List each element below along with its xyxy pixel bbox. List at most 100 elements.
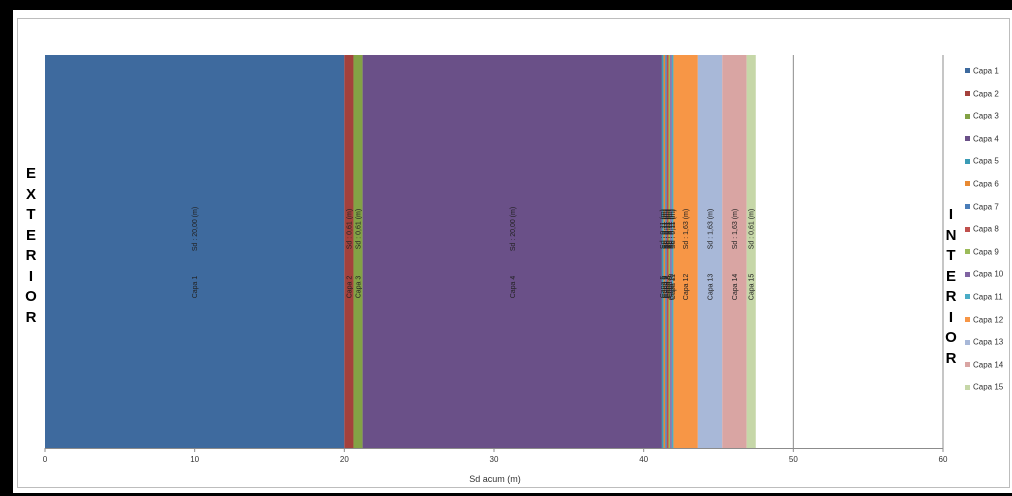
interior-letter: R (945, 288, 957, 305)
legend-swatch (965, 249, 970, 255)
legend-swatch (965, 181, 970, 187)
bar-sd-label: Sd : 0,11 (m) (667, 209, 674, 249)
bar-sd-label: Sd : 1,63 (m) (683, 209, 690, 249)
legend-label: Capa 7 (973, 201, 999, 211)
x-axis: 0 10 20 30 40 50 60 (43, 448, 948, 464)
legend-item: Capa 14 (965, 360, 1003, 372)
interior-letter: I (948, 308, 954, 326)
exterior-letter: T (26, 206, 36, 223)
bar-name-label: Capa 9 (667, 276, 674, 299)
bar-6 (663, 55, 666, 448)
legend-item: Capa 6 (965, 179, 999, 191)
legend-swatch (965, 294, 970, 300)
legend-label: Capa 4 (973, 134, 999, 144)
legend-swatch (965, 158, 970, 164)
x-tick-label: 60 (939, 455, 948, 464)
bar-name-label: Capa 6 (662, 276, 669, 299)
legend-label: Capa 10 (973, 269, 1004, 279)
bar-sd-label: Sd : 20,00 (m) (510, 207, 517, 251)
bar-name-label: Capa 13 (708, 274, 715, 301)
bar-name-label: Capa 2 (346, 276, 353, 299)
legend-item: Capa 1 (965, 66, 999, 78)
bar-name-label: Capa 12 (683, 274, 690, 301)
legend-label: Capa 6 (973, 179, 999, 189)
bar-name-label: Capa 10 (668, 274, 675, 301)
legend-item: Capa 15 (965, 382, 1003, 394)
bar-10 (670, 55, 672, 448)
bar-name-label: Capa 3 (356, 276, 363, 299)
bars-layer (45, 55, 756, 448)
bar-name-label: Capa 5 (660, 276, 667, 299)
legend-label: Capa 2 (973, 88, 999, 98)
legend-swatch (965, 226, 970, 232)
legend-item: Capa 13 (965, 337, 1003, 349)
legend-label: Capa 1 (973, 66, 999, 76)
legend-label: Capa 8 (973, 224, 999, 234)
legend-item: Capa 4 (965, 134, 999, 146)
exterior-label: E X T E R I O R (20, 164, 42, 328)
bar-8 (666, 55, 669, 448)
legend-swatch (965, 271, 970, 277)
legend-label: Capa 9 (973, 247, 999, 257)
legend-label: Capa 11 (973, 292, 1003, 302)
legend-swatch (965, 384, 970, 390)
bar-sd-label: Sd : 0,11 (m) (670, 209, 677, 249)
legend-swatch (965, 90, 970, 96)
legend-swatch (965, 68, 970, 74)
interior-letter: R (945, 349, 957, 367)
bar-sd-label: Sd : 0,61 (m) (356, 209, 363, 249)
bar-13 (697, 55, 723, 448)
bar-5 (661, 55, 664, 448)
legend-item: Capa 9 (965, 247, 999, 259)
bar-11 (671, 55, 674, 448)
legend-swatch (965, 113, 970, 119)
bar-name-label: Capa 4 (510, 276, 517, 299)
bar-sd-label: Sd : 0,61 (m) (346, 209, 353, 249)
interior-letter: T (946, 247, 956, 264)
x-tick-label: 10 (190, 455, 199, 464)
grid-lines (792, 55, 944, 448)
legend-swatch (965, 362, 970, 368)
legend-label: Capa 12 (973, 314, 1004, 324)
bar-12 (673, 55, 698, 448)
bar-name-label: Capa 8 (665, 276, 672, 299)
legend-label: Capa 15 (973, 382, 1004, 392)
legend-label: Capa 13 (973, 337, 1004, 347)
interior-letter: I (948, 206, 954, 223)
bar-sd-label: Sd : 0,11 (m) (668, 209, 675, 249)
legend-item: Capa 5 (965, 156, 999, 168)
bar-name-label: Capa 15 (749, 274, 756, 301)
legend-label: Capa 3 (973, 111, 999, 121)
exterior-letter: E (25, 165, 36, 182)
bar-15 (746, 55, 756, 448)
legend-item: Capa 11 (965, 292, 1003, 304)
bar-9 (668, 55, 671, 448)
legend-item: Capa 10 (965, 269, 1003, 281)
bar-sd-label: Sd : 0,11 (m) (662, 209, 669, 249)
legend-item: Capa 7 (965, 202, 999, 214)
interior-letter: O (945, 329, 957, 346)
bar-name-label: Capa 1 (192, 276, 199, 299)
exterior-letter: R (25, 247, 37, 264)
x-tick-label: 20 (340, 455, 349, 464)
bar-14 (722, 55, 747, 448)
bar-7 (665, 55, 667, 448)
legend-label: Capa 5 (973, 156, 999, 166)
interior-letter: N (945, 226, 957, 244)
bar-3 (353, 55, 363, 448)
bar-4 (362, 55, 662, 448)
legend-item: Capa 12 (965, 315, 1003, 327)
bar-sd-label: Sd : 0,11 (m) (665, 209, 672, 249)
exterior-letter: I (28, 267, 34, 285)
exterior-letter: E (25, 226, 36, 244)
bar-name-label: Capa 11 (670, 274, 677, 300)
bar-sd-label: Sd : 0,11 (m) (664, 209, 671, 249)
legend-item: Capa 3 (965, 111, 999, 123)
x-tick-label: 50 (789, 455, 798, 464)
legend-swatch (965, 203, 970, 209)
legend-swatch (965, 339, 970, 345)
exterior-letter: R (25, 308, 37, 326)
bar-name-label: Capa 14 (732, 274, 739, 301)
legend-swatch (965, 136, 970, 142)
